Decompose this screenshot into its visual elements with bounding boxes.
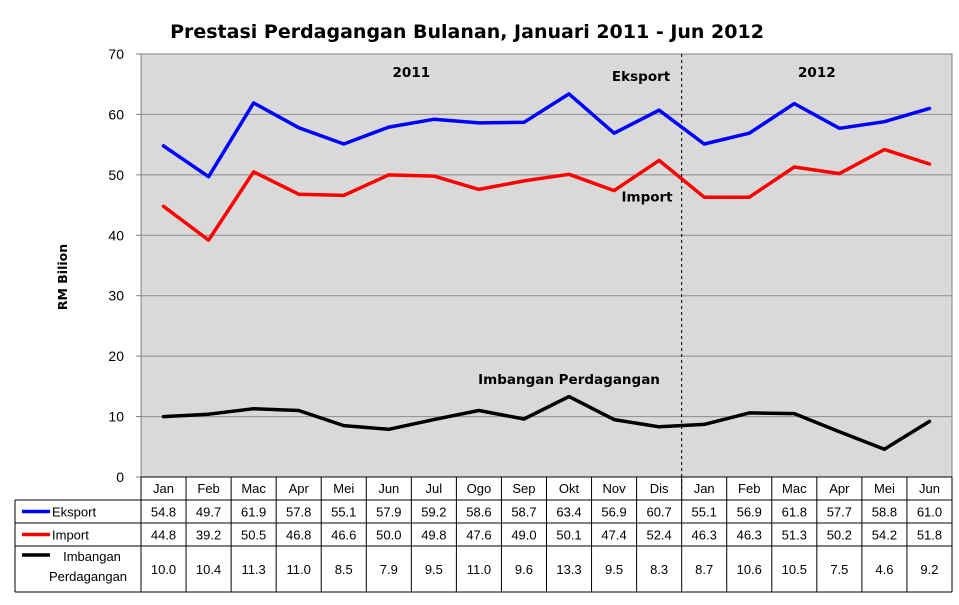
data-label-import: 47.4 (601, 528, 626, 543)
data-label-eksport: 58.6 (466, 505, 491, 520)
data-label-import: 50.2 (827, 528, 852, 543)
category-label: Sep (512, 481, 535, 496)
annotation-imbangan: Imbangan Perdagangan (478, 372, 660, 388)
data-label-import: 44.8 (151, 528, 176, 543)
y-tick-label: 70 (108, 46, 124, 62)
data-label-eksport: 61.9 (241, 505, 266, 520)
data-label-imbangan: 4.6 (875, 562, 893, 577)
category-label: Apr (289, 481, 310, 496)
year-label-2011: 2011 (393, 65, 431, 81)
data-label-imbangan: 7.5 (830, 562, 848, 577)
data-label-imbangan: 10.6 (737, 562, 762, 577)
data-label-imbangan: 11.3 (241, 562, 265, 577)
row-label-imbangan-line1: Imbangan (63, 549, 121, 564)
category-label: Apr (829, 481, 850, 496)
data-label-eksport: 55.1 (331, 505, 356, 520)
data-label-imbangan: 9.5 (605, 562, 623, 577)
year-label-2012: 2012 (798, 65, 836, 81)
data-label-import: 51.3 (782, 528, 807, 543)
imbangan-line (161, 394, 932, 451)
category-label: Dis (650, 481, 669, 496)
eksport-line (161, 92, 932, 179)
data-label-eksport: 54.8 (151, 505, 176, 520)
category-label: Jul (426, 481, 443, 496)
annotation-eksport: Eksport (612, 69, 671, 85)
import-line (161, 147, 932, 242)
data-label-import: 46.6 (331, 528, 356, 543)
data-label-eksport: 56.9 (737, 505, 762, 520)
data-label-eksport: 56.9 (601, 505, 626, 520)
data-label-imbangan: 8.5 (335, 562, 353, 577)
y-tick-label: 20 (108, 348, 124, 364)
data-label-eksport: 49.7 (196, 505, 221, 520)
category-label: Jun (378, 481, 399, 496)
data-label-import: 46.8 (286, 528, 311, 543)
chart-title: Prestasi Perdagangan Bulanan, Januari 20… (170, 21, 764, 43)
category-label: Mac (782, 481, 807, 496)
category-label: Jan (694, 481, 715, 496)
category-label: Mei (874, 481, 895, 496)
annotation-import: Import (622, 189, 674, 205)
data-label-imbangan: 10.4 (196, 562, 221, 577)
data-label-imbangan: 9.2 (920, 562, 938, 577)
data-label-import: 50.1 (556, 528, 581, 543)
category-label: Feb (738, 481, 760, 496)
data-label-eksport: 58.8 (872, 505, 897, 520)
category-label: Nov (603, 481, 627, 496)
category-label: Mac (241, 481, 266, 496)
data-label-import: 46.3 (692, 528, 717, 543)
data-label-import: 49.8 (421, 528, 446, 543)
data-label-import: 47.6 (466, 528, 491, 543)
category-label: Mei (333, 481, 354, 496)
row-label-imbangan-line2: Perdagangan (49, 569, 127, 584)
y-tick-label: 60 (108, 106, 124, 122)
category-label: Jan (153, 481, 174, 496)
data-label-eksport: 57.7 (827, 505, 852, 520)
category-label: Feb (197, 481, 219, 496)
y-tick-label: 40 (108, 227, 124, 243)
category-label: Ogo (467, 481, 492, 496)
data-label-import: 51.8 (917, 528, 942, 543)
data-label-imbangan: 9.6 (515, 562, 533, 577)
data-label-import: 54.2 (872, 528, 897, 543)
data-label-eksport: 57.9 (376, 505, 401, 520)
data-label-eksport: 61.8 (782, 505, 807, 520)
data-label-imbangan: 8.3 (650, 562, 668, 577)
data-label-import: 39.2 (196, 528, 221, 543)
data-label-eksport: 59.2 (421, 505, 446, 520)
y-axis-label: RM Bilion (55, 244, 70, 310)
data-label-imbangan: 8.7 (695, 562, 713, 577)
data-label-eksport: 55.1 (692, 505, 717, 520)
plot-area (140, 53, 953, 478)
category-label: Okt (559, 481, 580, 496)
y-tick-label: 50 (108, 167, 124, 183)
data-label-import: 50.0 (376, 528, 401, 543)
row-label-eksport: Eksport (52, 505, 96, 520)
data-label-eksport: 58.7 (511, 505, 536, 520)
category-label: Jun (919, 481, 940, 496)
y-tick-label: 30 (108, 288, 124, 304)
data-label-import: 50.5 (241, 528, 266, 543)
data-label-imbangan: 10.0 (151, 562, 176, 577)
y-tick-label: 10 (108, 409, 124, 425)
data-label-eksport: 57.8 (286, 505, 311, 520)
data-label-imbangan: 10.5 (782, 562, 807, 577)
data-label-imbangan: 11.0 (467, 562, 491, 577)
data-label-import: 52.4 (646, 528, 671, 543)
data-label-imbangan: 9.5 (425, 562, 443, 577)
data-label-imbangan: 7.9 (380, 562, 398, 577)
data-label-eksport: 63.4 (556, 505, 581, 520)
data-label-imbangan: 13.3 (556, 562, 581, 577)
data-label-eksport: 61.0 (917, 505, 942, 520)
data-label-import: 46.3 (737, 528, 762, 543)
data-label-imbangan: 11.0 (287, 562, 311, 577)
data-label-import: 49.0 (511, 528, 536, 543)
y-tick-label: 0 (116, 469, 124, 485)
data-label-eksport: 60.7 (646, 505, 671, 520)
row-label-import: Import (52, 528, 89, 543)
